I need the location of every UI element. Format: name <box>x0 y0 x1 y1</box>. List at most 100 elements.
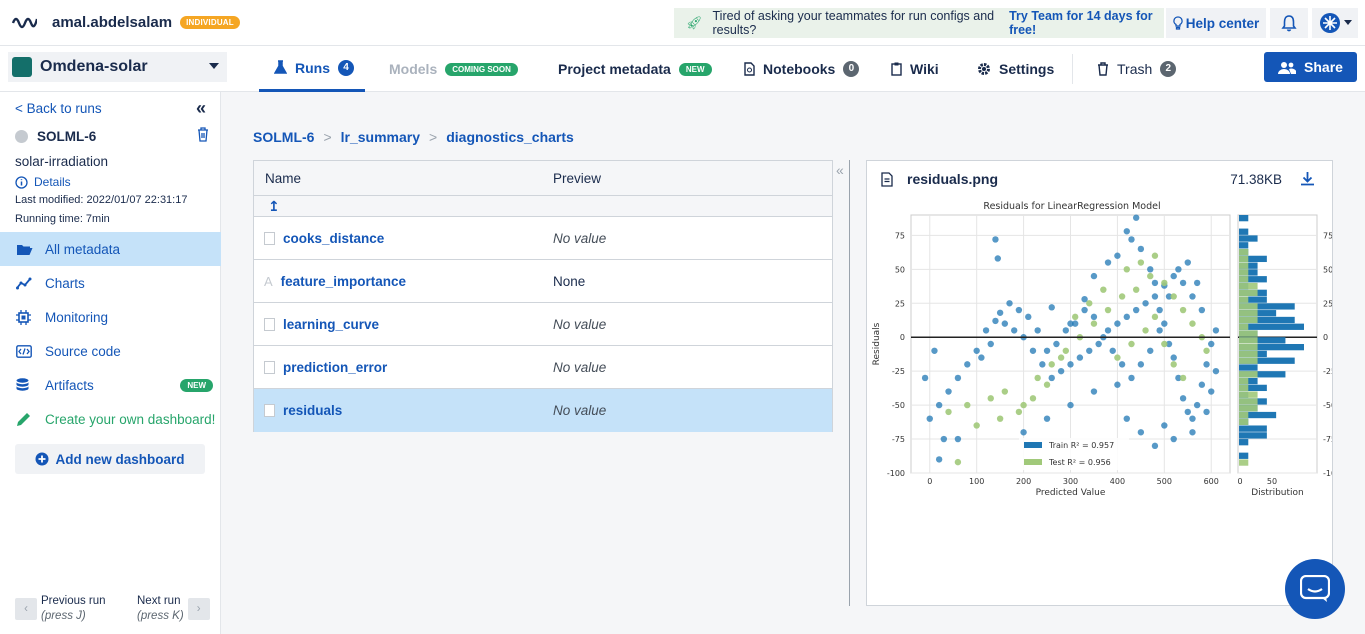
hist-bar-train <box>1239 242 1248 248</box>
train-point <box>1133 215 1139 221</box>
train-point <box>1081 307 1087 313</box>
train-point <box>1213 368 1219 374</box>
user-avatar-button[interactable] <box>1312 8 1358 38</box>
test-point <box>955 459 961 465</box>
breadcrumb-separator: > <box>429 129 437 145</box>
table-row[interactable]: cooks_distance No value <box>254 217 832 260</box>
chat-support-button[interactable] <box>1285 559 1345 619</box>
train-point <box>936 456 942 462</box>
sidebar-item-all-metadata[interactable]: All metadata <box>0 232 221 266</box>
share-button[interactable]: Share <box>1264 52 1357 82</box>
tab-runs[interactable]: Runs 4 <box>259 46 365 92</box>
delete-run-icon[interactable] <box>197 127 209 145</box>
hist-bar-test <box>1239 351 1258 357</box>
train-point <box>1049 375 1055 381</box>
username[interactable]: amal.abdelsalam <box>52 14 172 31</box>
row-name[interactable]: learning_curve <box>283 317 379 332</box>
project-selector[interactable]: Omdena-solar <box>8 52 227 82</box>
help-center-button[interactable]: Help center <box>1166 8 1266 38</box>
table-row[interactable]: learning_curve No value <box>254 303 832 346</box>
previous-run-button[interactable]: ‹ Previous run (press J) <box>15 594 106 624</box>
breadcrumb-item[interactable]: diagnostics_charts <box>446 129 574 145</box>
train-point <box>1044 348 1050 354</box>
parent-folder-row[interactable]: ↥ <box>254 196 832 217</box>
hist-bar-test <box>1239 317 1258 323</box>
train-point <box>1020 429 1026 435</box>
train-point <box>1053 341 1059 347</box>
test-point <box>1138 259 1144 265</box>
test-point <box>1100 286 1106 292</box>
tab-project-metadata[interactable]: Project metadata NEW <box>558 46 712 92</box>
sidebar-item-create-dashboard[interactable]: Create your own dashboard! <box>0 402 221 436</box>
chevron-down-icon <box>1344 20 1352 26</box>
next-run-label: Next run <box>137 594 184 609</box>
rocket-icon: 🚀︎ <box>686 15 703 31</box>
hist-bar-test <box>1239 256 1248 262</box>
test-point <box>1044 382 1050 388</box>
sidebar-item-charts[interactable]: Charts <box>0 266 221 300</box>
column-header-name[interactable]: Name <box>265 171 301 186</box>
y-tick-label: -100 <box>887 469 905 478</box>
test-point <box>1091 320 1097 326</box>
train-point <box>1208 341 1214 347</box>
train-point <box>1124 314 1130 320</box>
new-badge: NEW <box>679 63 712 76</box>
hist-y-tick-label: 0 <box>1323 333 1328 342</box>
train-point <box>1128 236 1134 242</box>
breadcrumb-item[interactable]: lr_summary <box>341 129 420 145</box>
test-point <box>1142 327 1148 333</box>
tab-notebooks[interactable]: Notebooks 0 <box>744 46 859 92</box>
sidebar-item-monitoring[interactable]: Monitoring <box>0 300 221 334</box>
test-point <box>1128 341 1134 347</box>
train-point <box>1194 280 1200 286</box>
promo-link[interactable]: Try Team for 14 days for free! <box>1009 9 1164 37</box>
hist-x-tick-label: 0 <box>1237 477 1242 486</box>
table-row-selected[interactable]: residuals No value <box>254 389 832 432</box>
tab-trash[interactable]: Trash 2 <box>1097 46 1176 92</box>
collapse-preview-icon[interactable]: « <box>836 162 844 178</box>
add-new-dashboard-button[interactable]: Add new dashboard <box>15 444 205 474</box>
hist-bar-train <box>1239 324 1304 330</box>
train-point <box>1058 368 1064 374</box>
pane-splitter[interactable] <box>849 160 850 606</box>
tab-wiki[interactable]: Wiki <box>891 46 939 92</box>
train-point <box>992 318 998 324</box>
train-point <box>1091 273 1097 279</box>
train-point <box>931 348 937 354</box>
x-tick-label: 0 <box>927 477 932 486</box>
file-icon <box>264 318 275 331</box>
row-preview: No value <box>553 317 606 332</box>
table-row[interactable]: prediction_error No value <box>254 346 832 389</box>
hist-bar-test <box>1239 412 1248 418</box>
train-point <box>1147 348 1153 354</box>
row-name[interactable]: prediction_error <box>283 360 387 375</box>
back-to-runs-link[interactable]: < Back to runs <box>15 101 102 116</box>
details-link[interactable]: Details <box>15 175 71 189</box>
notifications-button[interactable] <box>1270 8 1308 38</box>
next-run-button[interactable]: Next run (press K) › <box>137 594 210 624</box>
sidebar-item-artifacts[interactable]: Artifacts NEW <box>0 368 221 402</box>
train-point <box>1194 402 1200 408</box>
hist-bar-test <box>1239 337 1258 343</box>
train-point <box>1175 266 1181 272</box>
train-point <box>1114 253 1120 259</box>
hist-bar-test <box>1239 263 1248 269</box>
download-icon[interactable] <box>1300 171 1315 189</box>
train-point <box>1189 293 1195 299</box>
neptune-logo-icon[interactable] <box>10 9 38 37</box>
row-name[interactable]: cooks_distance <box>283 231 384 246</box>
add-dashboard-label: Add new dashboard <box>55 452 184 467</box>
row-name[interactable]: residuals <box>283 403 342 418</box>
sidebar-item-source-code[interactable]: Source code <box>0 334 221 368</box>
row-name[interactable]: feature_importance <box>281 274 406 289</box>
train-point <box>1189 429 1195 435</box>
test-point <box>1180 375 1186 381</box>
collapse-sidebar-icon[interactable]: « <box>196 98 206 119</box>
tab-settings[interactable]: Settings <box>977 46 1054 92</box>
file-icon <box>264 361 275 374</box>
breadcrumb-item[interactable]: SOLML-6 <box>253 129 314 145</box>
train-point <box>1077 354 1083 360</box>
train-point <box>1199 307 1205 313</box>
train-point <box>936 402 942 408</box>
